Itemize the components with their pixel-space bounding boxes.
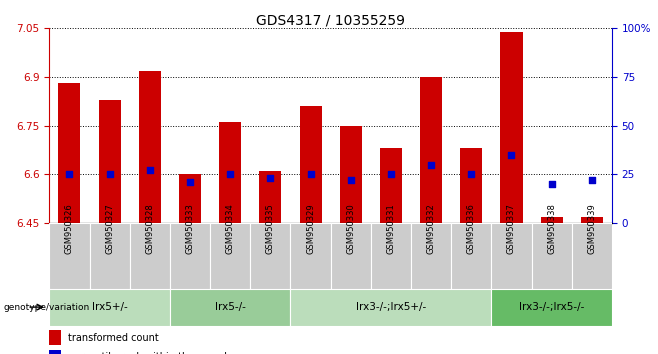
Text: lrx3-/-;lrx5+/-: lrx3-/-;lrx5+/-: [356, 302, 426, 312]
Point: [185, 179, 195, 185]
Text: GSM950339: GSM950339: [588, 204, 596, 255]
Bar: [451, 223, 492, 289]
Text: GSM950337: GSM950337: [507, 204, 516, 255]
Text: GSM950326: GSM950326: [65, 204, 74, 255]
Bar: [139, 70, 161, 223]
Text: percentile rank within the sample: percentile rank within the sample: [68, 352, 233, 354]
Bar: [371, 223, 411, 289]
Bar: [572, 223, 612, 289]
Text: GSM950327: GSM950327: [105, 204, 114, 255]
Bar: [49, 289, 170, 326]
Bar: [492, 289, 612, 326]
Point: [105, 172, 115, 177]
Text: GSM950331: GSM950331: [386, 204, 395, 255]
Bar: [532, 223, 572, 289]
Text: lrx5-/-: lrx5-/-: [215, 302, 245, 312]
Text: GSM950336: GSM950336: [467, 204, 476, 255]
Bar: [89, 223, 130, 289]
Point: [426, 162, 436, 167]
Bar: [299, 106, 322, 223]
Point: [64, 172, 75, 177]
Bar: [49, 223, 89, 289]
Text: transformed count: transformed count: [68, 332, 159, 343]
Bar: [259, 171, 282, 223]
Bar: [420, 77, 442, 223]
Point: [225, 172, 236, 177]
Point: [265, 176, 276, 181]
Bar: [290, 223, 330, 289]
Bar: [290, 289, 492, 326]
Text: GSM950329: GSM950329: [306, 204, 315, 255]
Text: GSM950338: GSM950338: [547, 204, 556, 255]
Bar: [49, 330, 61, 345]
Text: GSM950328: GSM950328: [145, 204, 155, 255]
Bar: [130, 223, 170, 289]
Text: GSM950332: GSM950332: [426, 204, 436, 255]
Bar: [210, 223, 250, 289]
Bar: [501, 32, 522, 223]
Bar: [170, 289, 290, 326]
Point: [145, 167, 155, 173]
Text: GSM950330: GSM950330: [346, 204, 355, 255]
Point: [345, 177, 356, 183]
Point: [386, 172, 396, 177]
Bar: [411, 223, 451, 289]
Point: [305, 172, 316, 177]
Bar: [59, 84, 80, 223]
Bar: [340, 126, 362, 223]
Bar: [581, 217, 603, 223]
Bar: [179, 175, 201, 223]
Point: [466, 172, 476, 177]
Bar: [170, 223, 210, 289]
Point: [506, 152, 517, 158]
Bar: [219, 122, 241, 223]
Text: GSM950335: GSM950335: [266, 204, 275, 255]
Bar: [99, 100, 120, 223]
Bar: [460, 148, 482, 223]
Point: [586, 177, 597, 183]
Text: genotype/variation: genotype/variation: [3, 303, 89, 312]
Bar: [541, 217, 563, 223]
Text: lrx3-/-;lrx5-/-: lrx3-/-;lrx5-/-: [519, 302, 584, 312]
Point: [546, 181, 557, 187]
Title: GDS4317 / 10355259: GDS4317 / 10355259: [256, 13, 405, 27]
Text: GSM950334: GSM950334: [226, 204, 235, 255]
Bar: [380, 148, 402, 223]
Text: GSM950333: GSM950333: [186, 204, 195, 255]
Bar: [330, 223, 371, 289]
Bar: [49, 350, 61, 354]
Text: lrx5+/-: lrx5+/-: [91, 302, 128, 312]
Bar: [492, 223, 532, 289]
Bar: [250, 223, 290, 289]
